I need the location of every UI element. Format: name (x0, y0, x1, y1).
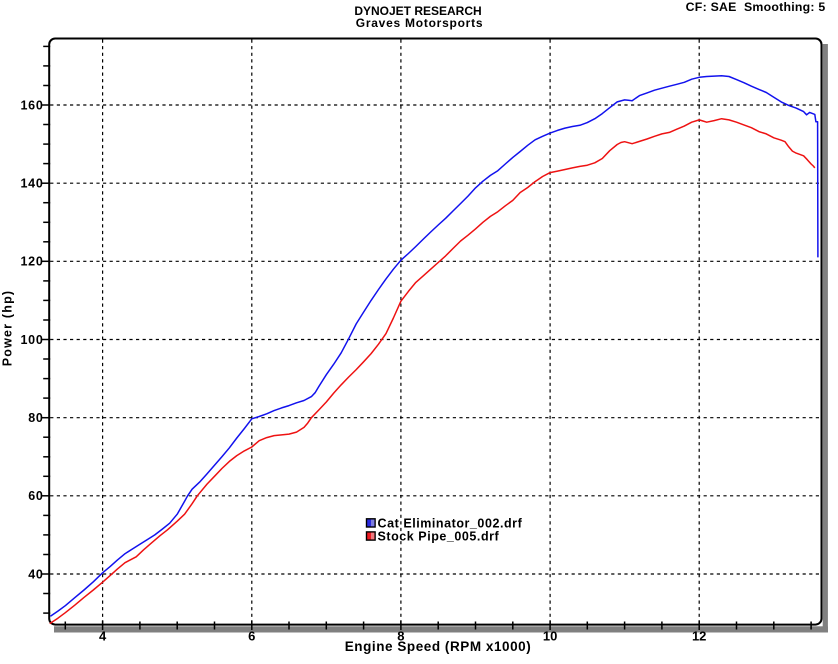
svg-text:60: 60 (28, 489, 43, 503)
svg-text:140: 140 (21, 177, 44, 191)
svg-text:80: 80 (28, 411, 43, 425)
svg-text:Power (hp): Power (hp) (1, 290, 15, 367)
svg-text:10: 10 (543, 629, 557, 644)
svg-text:DYNOJET RESEARCH: DYNOJET RESEARCH (354, 4, 481, 18)
svg-text:Cat Eliminator_002.drf: Cat Eliminator_002.drf (378, 517, 523, 531)
svg-text:Graves Motorsports: Graves Motorsports (356, 16, 484, 30)
svg-text:120: 120 (21, 255, 44, 269)
svg-text:12: 12 (692, 629, 706, 644)
svg-text:160: 160 (21, 98, 44, 112)
svg-text:40: 40 (28, 567, 43, 581)
svg-text:4: 4 (99, 629, 107, 644)
svg-text:6: 6 (248, 629, 255, 644)
svg-text:CF: SAE Smoothing: 5: CF: SAE Smoothing: 5 (686, 0, 826, 14)
svg-text:8: 8 (397, 629, 404, 644)
svg-text:Engine Speed (RPM x1000): Engine Speed (RPM x1000) (345, 639, 532, 654)
svg-text:100: 100 (21, 333, 44, 347)
svg-text:Stock Pipe_005.drf: Stock Pipe_005.drf (378, 530, 500, 544)
